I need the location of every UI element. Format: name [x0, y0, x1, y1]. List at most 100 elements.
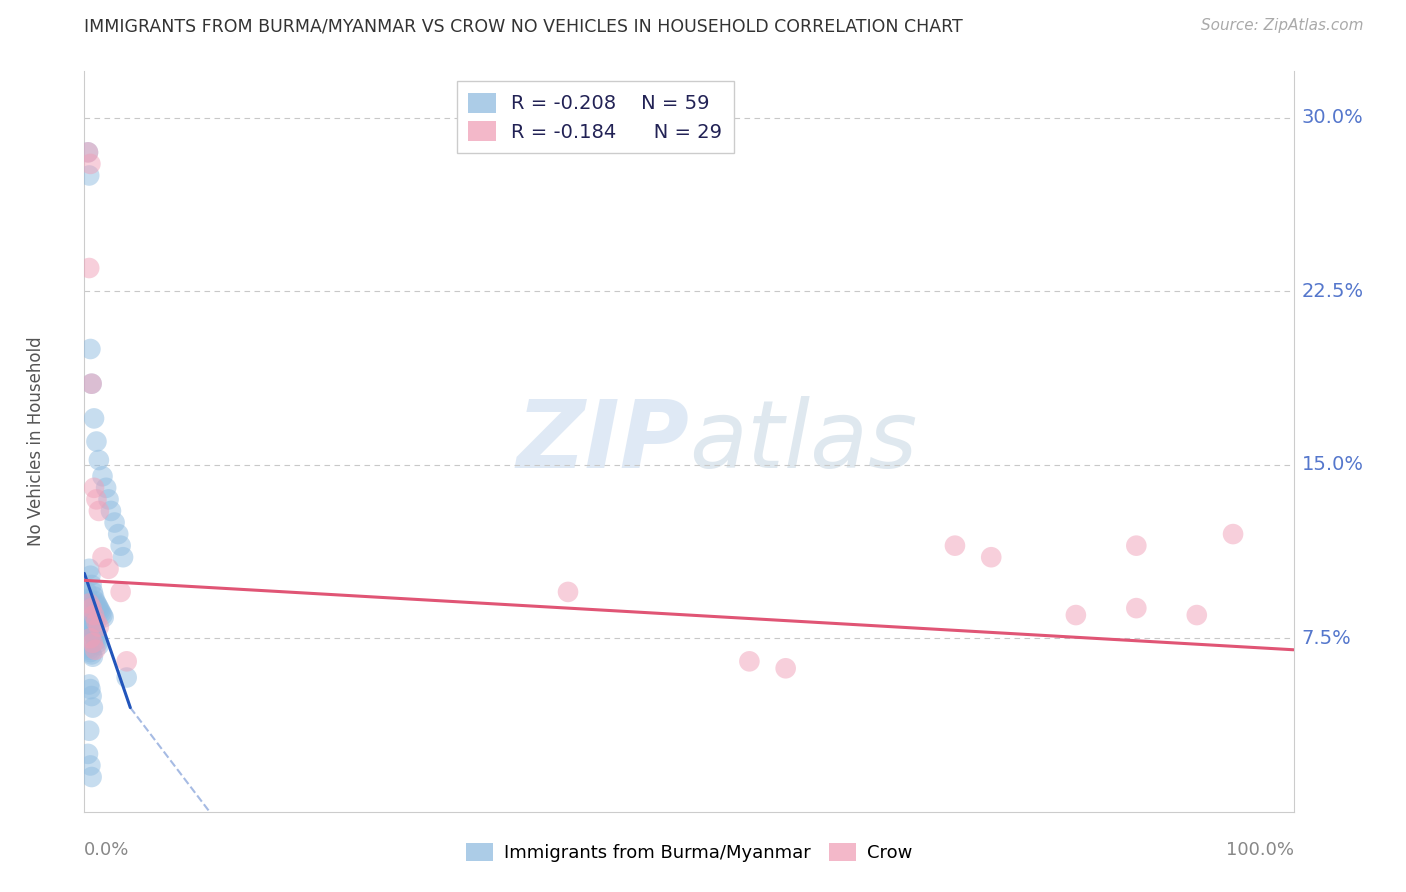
- Point: [79, 601, 101, 615]
- Point: [82, 610, 104, 624]
- Point: [77, 145, 100, 160]
- Point: [77, 169, 100, 183]
- Point: [86, 434, 108, 449]
- Point: [79, 758, 101, 772]
- Point: [80, 689, 103, 703]
- Point: [1125, 601, 1147, 615]
- Text: IMMIGRANTS FROM BURMA/MYANMAR VS CROW NO VEHICLES IN HOUSEHOLD CORRELATION CHART: IMMIGRANTS FROM BURMA/MYANMAR VS CROW NO…: [84, 18, 963, 36]
- Point: [80, 606, 103, 620]
- Legend: R = -0.208    N = 59, R = -0.184      N = 29: R = -0.208 N = 59, R = -0.184 N = 29: [457, 81, 734, 153]
- Point: [86, 599, 108, 613]
- Text: 7.5%: 7.5%: [1302, 629, 1351, 648]
- Point: [86, 492, 108, 507]
- Point: [77, 747, 100, 761]
- Point: [87, 453, 110, 467]
- Point: [83, 615, 105, 629]
- Point: [775, 661, 797, 675]
- Point: [87, 601, 110, 615]
- Point: [77, 597, 100, 611]
- Point: [80, 578, 103, 592]
- Point: [83, 590, 105, 604]
- Point: [91, 550, 114, 565]
- Point: [557, 585, 579, 599]
- Point: [83, 629, 105, 643]
- Point: [86, 633, 108, 648]
- Point: [82, 700, 104, 714]
- Point: [80, 601, 103, 615]
- Point: [79, 342, 101, 356]
- Point: [82, 649, 104, 664]
- Point: [77, 619, 100, 633]
- Point: [77, 615, 100, 629]
- Point: [83, 481, 105, 495]
- Text: Source: ZipAtlas.com: Source: ZipAtlas.com: [1201, 18, 1364, 33]
- Point: [80, 770, 103, 784]
- Point: [83, 411, 105, 425]
- Point: [1064, 608, 1087, 623]
- Point: [110, 585, 132, 599]
- Point: [77, 562, 100, 576]
- Point: [90, 606, 112, 620]
- Point: [82, 636, 104, 650]
- Point: [91, 469, 114, 483]
- Text: 22.5%: 22.5%: [1302, 282, 1364, 301]
- Text: 0.0%: 0.0%: [84, 841, 129, 859]
- Point: [83, 608, 105, 623]
- Point: [738, 654, 761, 668]
- Point: [86, 636, 108, 650]
- Point: [79, 622, 101, 636]
- Point: [87, 619, 110, 633]
- Point: [84, 594, 107, 608]
- Point: [80, 624, 103, 639]
- Point: [76, 585, 98, 599]
- Point: [91, 608, 114, 623]
- Text: 100.0%: 100.0%: [1226, 841, 1294, 859]
- Point: [112, 550, 135, 565]
- Point: [86, 615, 108, 629]
- Point: [107, 527, 129, 541]
- Point: [77, 260, 100, 275]
- Text: atlas: atlas: [689, 396, 917, 487]
- Point: [87, 504, 110, 518]
- Point: [79, 157, 101, 171]
- Point: [77, 723, 100, 738]
- Point: [82, 626, 104, 640]
- Point: [97, 562, 120, 576]
- Point: [89, 603, 111, 617]
- Text: No Vehicles in Household: No Vehicles in Household: [27, 336, 45, 547]
- Text: 30.0%: 30.0%: [1302, 108, 1364, 128]
- Point: [82, 585, 104, 599]
- Point: [79, 631, 101, 645]
- Point: [1185, 608, 1208, 623]
- Point: [943, 539, 966, 553]
- Point: [97, 492, 120, 507]
- Point: [110, 539, 132, 553]
- Point: [77, 145, 100, 160]
- Point: [77, 640, 100, 655]
- Point: [115, 671, 138, 685]
- Point: [79, 568, 101, 582]
- Point: [94, 481, 117, 495]
- Point: [84, 631, 107, 645]
- Point: [100, 504, 122, 518]
- Point: [79, 645, 101, 659]
- Point: [80, 648, 103, 662]
- Text: 15.0%: 15.0%: [1302, 455, 1364, 475]
- Point: [1125, 539, 1147, 553]
- Point: [77, 642, 100, 657]
- Point: [84, 642, 107, 657]
- Point: [80, 376, 103, 391]
- Point: [77, 677, 100, 691]
- Point: [1222, 527, 1244, 541]
- Point: [80, 376, 103, 391]
- Point: [980, 550, 1002, 565]
- Text: ZIP: ZIP: [516, 395, 689, 488]
- Point: [104, 516, 127, 530]
- Point: [77, 591, 100, 606]
- Point: [79, 682, 101, 697]
- Point: [86, 597, 108, 611]
- Point: [87, 638, 110, 652]
- Point: [115, 654, 138, 668]
- Point: [93, 610, 115, 624]
- Point: [77, 597, 100, 611]
